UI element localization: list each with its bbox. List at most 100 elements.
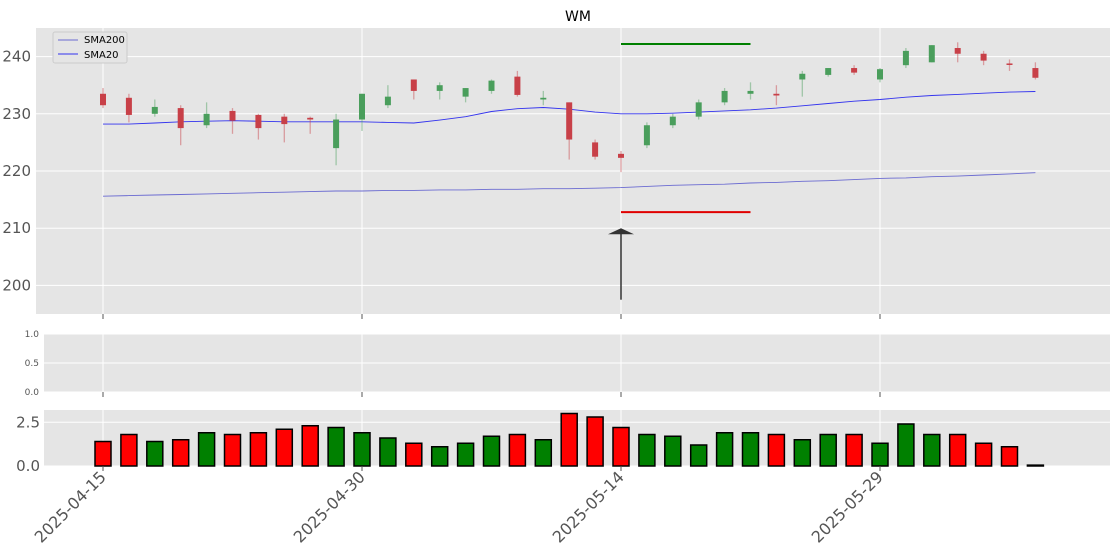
candle [643, 122, 650, 149]
price-tick-label: 220 [2, 162, 31, 180]
candle-body [359, 93, 365, 120]
candle [151, 99, 158, 117]
volume-bar [767, 433, 786, 467]
candle-body [255, 114, 262, 129]
volume-bar [353, 432, 371, 467]
volume-bar [275, 428, 294, 467]
volume-bar [612, 426, 630, 467]
chart-title: WM [565, 9, 591, 25]
candle [410, 79, 417, 100]
candle-body [410, 79, 417, 91]
candle-body [747, 90, 754, 94]
candle [307, 116, 314, 134]
candle-body [851, 68, 858, 73]
candle-body [125, 97, 132, 115]
volume-bar [249, 432, 268, 467]
candle-body [695, 102, 702, 117]
volume-bar [534, 439, 553, 467]
candle [436, 82, 443, 100]
legend-label-sma20: SMA20 [84, 50, 119, 61]
legend-label-sma200: SMA200 [84, 35, 125, 46]
candle [359, 93, 365, 131]
candle [255, 113, 262, 140]
candle-body [203, 113, 210, 126]
volume-bar [197, 432, 216, 467]
candle [566, 102, 573, 160]
volume-bar [871, 442, 889, 467]
candle [799, 70, 806, 97]
candle [928, 45, 935, 63]
candle [592, 139, 599, 160]
price-tick-label: 240 [2, 48, 31, 66]
candle-body [618, 153, 624, 158]
volume-bar [948, 433, 967, 467]
volume-bar [456, 442, 475, 467]
volume-bar [146, 440, 164, 467]
volume-bar [301, 425, 319, 467]
volume-bar [379, 437, 397, 467]
candle-body [177, 108, 184, 129]
volume-bar [94, 440, 112, 467]
candle [902, 48, 909, 69]
candle-body [721, 90, 728, 103]
candle-body [825, 68, 832, 75]
volume-bar [560, 412, 578, 467]
candle [333, 113, 340, 166]
volume-bar [715, 432, 734, 467]
x-tick-label: 2025-05-14 [549, 467, 628, 546]
volume-bar [1026, 464, 1045, 467]
candle-body [100, 93, 106, 106]
candle [825, 68, 832, 77]
candle-body [307, 117, 314, 120]
candle-body [436, 85, 443, 91]
candle [514, 70, 521, 97]
candle [877, 68, 883, 83]
candle-body [980, 53, 987, 61]
candle [980, 50, 987, 66]
x-tick-label: 2025-04-30 [290, 467, 369, 546]
candle-body [773, 93, 780, 96]
candle [773, 85, 780, 106]
candle [721, 88, 728, 106]
volume-tick-label: 0.0 [16, 457, 40, 475]
candle [203, 102, 210, 129]
candle-body [281, 116, 288, 125]
candle-body [1006, 63, 1013, 65]
candle [1006, 59, 1013, 71]
candle [540, 90, 547, 106]
volume-bar [664, 435, 682, 467]
candle [618, 150, 624, 173]
volume-bar [638, 433, 656, 467]
candle [488, 79, 495, 94]
candle [1032, 62, 1039, 80]
candle-body [669, 116, 676, 126]
signal-arrow-head [608, 228, 634, 235]
candle [384, 85, 391, 109]
candle [851, 65, 858, 75]
volume-bar [845, 433, 863, 467]
candle-body [151, 106, 158, 114]
candle-body [954, 48, 961, 54]
volume-bar [508, 433, 527, 467]
volume-bar [819, 433, 837, 467]
volume-bar [482, 435, 501, 467]
candle-body [1032, 68, 1039, 78]
price-tick-label: 200 [2, 276, 31, 294]
candle-body [384, 96, 391, 106]
volume-bar [741, 432, 760, 467]
volume-bar [897, 423, 915, 467]
candle [229, 108, 236, 134]
candle [125, 93, 132, 123]
candle [462, 88, 469, 103]
volume-bar [923, 433, 941, 467]
volume-bar [974, 442, 993, 467]
candle-body [488, 80, 495, 91]
indicator-tick-label: 0.5 [25, 359, 39, 369]
candle [281, 113, 288, 143]
candle-body [799, 73, 806, 80]
volume-bar [171, 439, 190, 467]
candle [177, 105, 184, 146]
price-tick-label: 210 [2, 219, 31, 237]
candle-body [928, 45, 935, 63]
